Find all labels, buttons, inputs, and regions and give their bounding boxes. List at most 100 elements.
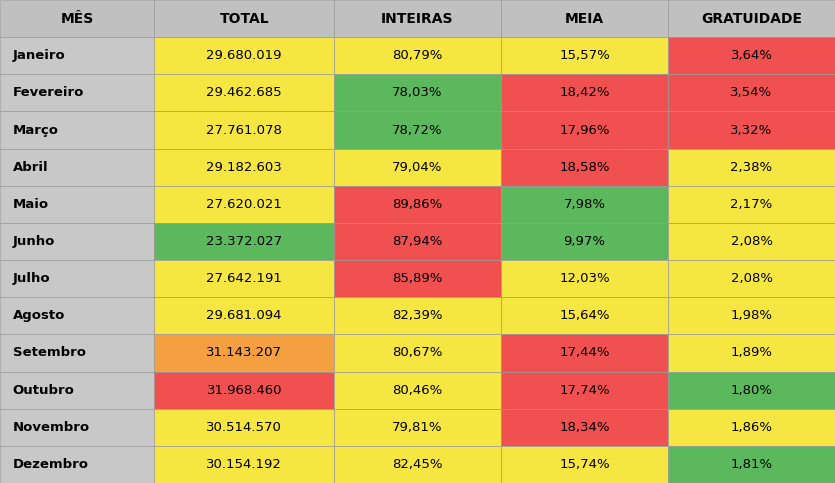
Text: 1,98%: 1,98% <box>731 309 772 322</box>
Bar <box>501 297 668 334</box>
Bar <box>501 37 668 74</box>
Text: 79,04%: 79,04% <box>392 161 443 174</box>
Bar <box>668 260 835 297</box>
Bar <box>0 223 154 260</box>
Bar <box>501 409 668 446</box>
Text: 18,42%: 18,42% <box>559 86 610 99</box>
Bar <box>668 37 835 74</box>
Bar <box>501 223 668 260</box>
Bar <box>154 112 334 149</box>
Text: 89,86%: 89,86% <box>392 198 443 211</box>
Text: 78,72%: 78,72% <box>392 124 443 137</box>
Bar <box>154 260 334 297</box>
Bar <box>501 446 668 483</box>
Text: 1,81%: 1,81% <box>731 458 772 471</box>
Text: GRATUIDADE: GRATUIDADE <box>701 12 802 26</box>
Bar <box>154 74 334 112</box>
Bar <box>154 371 334 409</box>
Bar <box>334 446 501 483</box>
Text: 30.514.570: 30.514.570 <box>206 421 282 434</box>
Bar <box>668 149 835 186</box>
Bar <box>0 186 154 223</box>
Bar <box>154 409 334 446</box>
Text: 1,80%: 1,80% <box>731 384 772 397</box>
Bar <box>501 0 668 37</box>
Text: 80,46%: 80,46% <box>392 384 443 397</box>
Text: INTEIRAS: INTEIRAS <box>382 12 453 26</box>
Bar <box>668 297 835 334</box>
Bar <box>154 446 334 483</box>
Text: 27.642.191: 27.642.191 <box>206 272 282 285</box>
Text: 15,57%: 15,57% <box>559 49 610 62</box>
Text: 3,64%: 3,64% <box>731 49 772 62</box>
Text: 80,67%: 80,67% <box>392 346 443 359</box>
Bar <box>0 74 154 112</box>
Text: 3,54%: 3,54% <box>731 86 772 99</box>
Text: 30.154.192: 30.154.192 <box>206 458 282 471</box>
Bar <box>668 0 835 37</box>
Text: 27.620.021: 27.620.021 <box>206 198 282 211</box>
Text: 29.681.094: 29.681.094 <box>206 309 282 322</box>
Bar <box>154 0 334 37</box>
Text: Setembro: Setembro <box>13 346 85 359</box>
Bar <box>334 223 501 260</box>
Bar <box>501 74 668 112</box>
Bar <box>334 149 501 186</box>
Bar <box>501 260 668 297</box>
Bar <box>334 186 501 223</box>
Text: 29.182.603: 29.182.603 <box>206 161 282 174</box>
Text: 1,89%: 1,89% <box>731 346 772 359</box>
Text: Outubro: Outubro <box>13 384 74 397</box>
Bar <box>154 334 334 371</box>
Bar <box>0 0 154 37</box>
Bar <box>334 260 501 297</box>
Text: 7,98%: 7,98% <box>564 198 605 211</box>
Text: 2,08%: 2,08% <box>731 235 772 248</box>
Text: 29.462.685: 29.462.685 <box>206 86 282 99</box>
Bar <box>334 371 501 409</box>
Text: 12,03%: 12,03% <box>559 272 610 285</box>
Bar <box>334 0 501 37</box>
Text: Janeiro: Janeiro <box>13 49 65 62</box>
Bar <box>0 409 154 446</box>
Bar <box>334 409 501 446</box>
Bar <box>334 112 501 149</box>
Bar <box>0 260 154 297</box>
Bar <box>0 149 154 186</box>
Bar <box>501 186 668 223</box>
Bar <box>668 334 835 371</box>
Bar <box>154 186 334 223</box>
Text: TOTAL: TOTAL <box>220 12 269 26</box>
Text: 17,74%: 17,74% <box>559 384 610 397</box>
Bar <box>334 74 501 112</box>
Text: 31.968.460: 31.968.460 <box>206 384 282 397</box>
Text: 82,45%: 82,45% <box>392 458 443 471</box>
Text: 85,89%: 85,89% <box>392 272 443 285</box>
Text: Dezembro: Dezembro <box>13 458 89 471</box>
Bar <box>334 334 501 371</box>
Bar <box>154 149 334 186</box>
Text: 17,44%: 17,44% <box>559 346 610 359</box>
Bar <box>0 446 154 483</box>
Bar <box>334 297 501 334</box>
Text: 82,39%: 82,39% <box>392 309 443 322</box>
Text: Junho: Junho <box>13 235 55 248</box>
Text: 9,97%: 9,97% <box>564 235 605 248</box>
Text: 1,86%: 1,86% <box>731 421 772 434</box>
Bar <box>501 149 668 186</box>
Bar <box>668 446 835 483</box>
Bar <box>0 112 154 149</box>
Text: 80,79%: 80,79% <box>392 49 443 62</box>
Text: MÊS: MÊS <box>61 12 94 26</box>
Text: 2,38%: 2,38% <box>731 161 772 174</box>
Bar <box>668 409 835 446</box>
Text: Fevereiro: Fevereiro <box>13 86 84 99</box>
Bar <box>668 223 835 260</box>
Text: 15,64%: 15,64% <box>559 309 610 322</box>
Bar <box>0 297 154 334</box>
Text: 3,32%: 3,32% <box>731 124 772 137</box>
Text: 2,17%: 2,17% <box>731 198 772 211</box>
Text: Novembro: Novembro <box>13 421 89 434</box>
Text: 29.680.019: 29.680.019 <box>206 49 282 62</box>
Text: Julho: Julho <box>13 272 50 285</box>
